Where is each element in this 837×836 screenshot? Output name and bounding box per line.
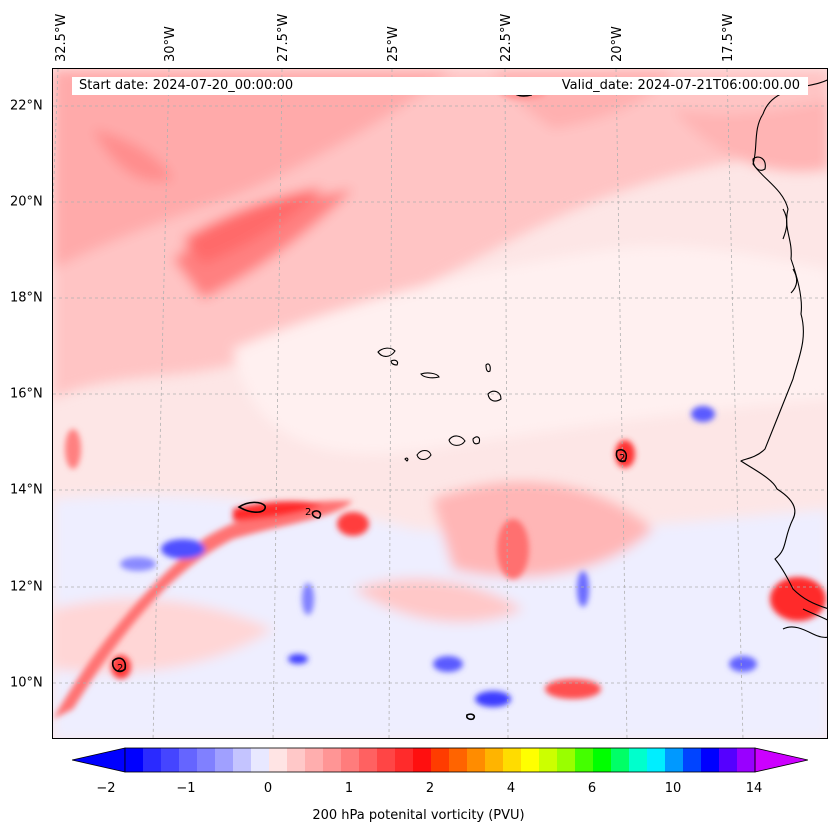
longitude-label: 22.5°W: [499, 13, 514, 62]
colorbar-segment: [179, 748, 198, 772]
date-annotation: Start date: 2024-07-20_00:00:00 Valid_da…: [72, 77, 808, 95]
contour-label: 2: [619, 453, 625, 464]
colorbar-segment: [575, 748, 594, 772]
pv-detail: [53, 83, 826, 719]
contour-label: 2: [305, 507, 311, 518]
colorbar-segment: [701, 748, 720, 772]
colorbar-segment: [341, 748, 360, 772]
colorbar-segment: [665, 748, 684, 772]
colorbar-segment: [359, 748, 378, 772]
longitude-label: 25°W: [386, 26, 401, 62]
colorbar-segment: [125, 748, 144, 772]
colorbar-segment: [431, 748, 450, 772]
latitude-label: 22°N: [10, 98, 43, 114]
colorbar-segment: [413, 748, 432, 772]
colorbar-segment: [485, 748, 504, 772]
valid-date: Valid_date: 2024-07-21T06:00:00.00: [561, 78, 800, 93]
colorbar-tick: 2: [425, 781, 435, 796]
colorbar-segment: [161, 748, 180, 772]
pv-field: [53, 69, 827, 738]
colorbar-segment: [593, 748, 612, 772]
colorbar-segments: [125, 748, 756, 772]
colorbar: [72, 747, 808, 773]
colorbar-segment: [197, 748, 216, 772]
colorbar-segment: [611, 748, 630, 772]
coastlines: [377, 79, 827, 638]
colorbar-segment: [737, 748, 756, 772]
longitude-label: 20°W: [610, 26, 625, 62]
colorbar-segment: [323, 748, 342, 772]
colorbar-segment: [215, 748, 234, 772]
latitude-label: 20°N: [10, 194, 43, 210]
colorbar-segment: [539, 748, 558, 772]
colorbar-segment: [143, 748, 162, 772]
colorbar-segment: [629, 748, 648, 772]
colorbar-segment: [647, 748, 666, 772]
longitude-label: 17.5°W: [721, 13, 736, 62]
latitude-label: 10°N: [10, 675, 43, 691]
colorbar-segment: [557, 748, 576, 772]
colorbar-tick: 4: [506, 781, 516, 796]
colorbar-segment: [251, 748, 270, 772]
latitude-label: 18°N: [10, 290, 43, 306]
start-date: Start date: 2024-07-20_00:00:00: [79, 78, 294, 93]
colorbar-segment: [269, 748, 288, 772]
colorbar-segment: [233, 748, 252, 772]
latitude-label: 12°N: [10, 579, 43, 595]
colorbar-tick: −2: [96, 781, 116, 796]
colorbar-segment: [395, 748, 414, 772]
latitude-label: 16°N: [10, 386, 43, 402]
colorbar-segment: [377, 748, 396, 772]
colorbar-segment: [521, 748, 540, 772]
colorbar-extend-low: [72, 747, 126, 773]
colorbar-segment: [503, 748, 522, 772]
colorbar-tick: 6: [587, 781, 597, 796]
longitude-label: 30°W: [163, 26, 178, 62]
longitude-label: 32.5°W: [54, 13, 69, 62]
colorbar-segment: [287, 748, 306, 772]
colorbar-title: 200 hPa potenital vorticity (PVU): [312, 808, 525, 823]
colorbar-tick: 14: [745, 781, 763, 796]
colorbar-extend-high: [754, 747, 808, 773]
colorbar-segment: [683, 748, 702, 772]
colorbar-segment: [305, 748, 324, 772]
latitude-label: 14°N: [10, 482, 43, 498]
colorbar-tick: 0: [263, 781, 273, 796]
colorbar-segment: [449, 748, 468, 772]
pv-map: 2 2 2: [52, 68, 828, 739]
colorbar-segment: [467, 748, 486, 772]
colorbar-segment: [719, 748, 738, 772]
contour-label: 2: [117, 663, 123, 674]
gridlines: [53, 69, 827, 738]
colorbar-tick: −1: [176, 781, 196, 796]
colorbar-tick: 10: [664, 781, 682, 796]
colorbar-tick: 1: [344, 781, 354, 796]
longitude-label: 27.5°W: [276, 13, 291, 62]
